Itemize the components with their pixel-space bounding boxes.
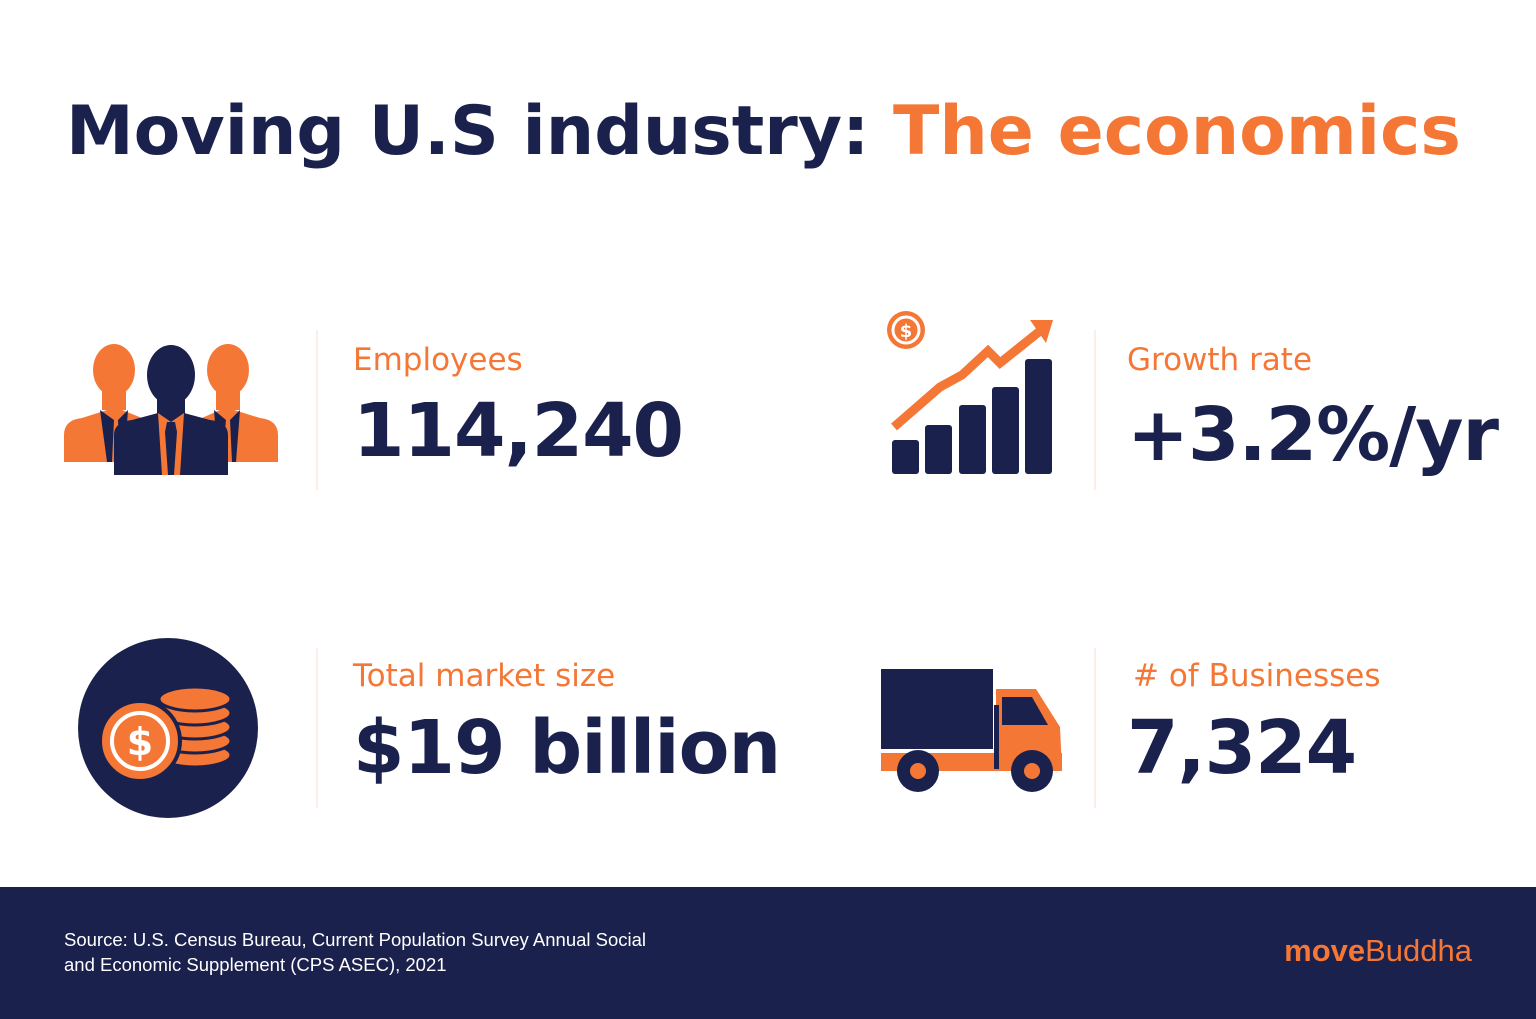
source-line-2: and Economic Supplement (CPS ASEC), 2021 [64,954,447,975]
svg-text:$: $ [900,321,913,342]
growth-rate-label: Growth rate [1127,342,1313,378]
divider [1094,648,1096,808]
title-accent: The economics [893,92,1461,171]
truck-icon [881,669,1062,792]
employees-value: 114,240 [353,388,684,474]
title-main: Moving U.S industry: [66,92,893,171]
source-citation: Source: U.S. Census Bureau, Current Popu… [64,927,646,977]
coins-icon: $ [78,638,258,818]
footer: Source: U.S. Census Bureau, Current Popu… [0,887,1536,1019]
divider [316,648,318,808]
svg-text:$: $ [127,720,153,764]
growth-rate-value: +3.2%/yr [1127,392,1499,478]
employees-label: Employees [353,342,523,378]
people-icon [64,344,278,475]
source-line-1: Source: U.S. Census Bureau, Current Popu… [64,929,647,950]
page-title: Moving U.S industry: The economics [66,92,1461,171]
growth-chart-icon: $ [887,311,1053,474]
logo-light: Buddha [1365,933,1472,968]
businesses-value: 7,324 [1127,705,1357,791]
divider [1094,330,1096,490]
businesses-label: # of Businesses [1133,658,1381,694]
market-size-value: $19 billion [353,705,781,791]
movebuddha-logo: moveBuddha [1284,933,1472,969]
divider [316,330,318,490]
logo-bold: move [1284,933,1366,968]
market-size-label: Total market size [353,658,616,694]
